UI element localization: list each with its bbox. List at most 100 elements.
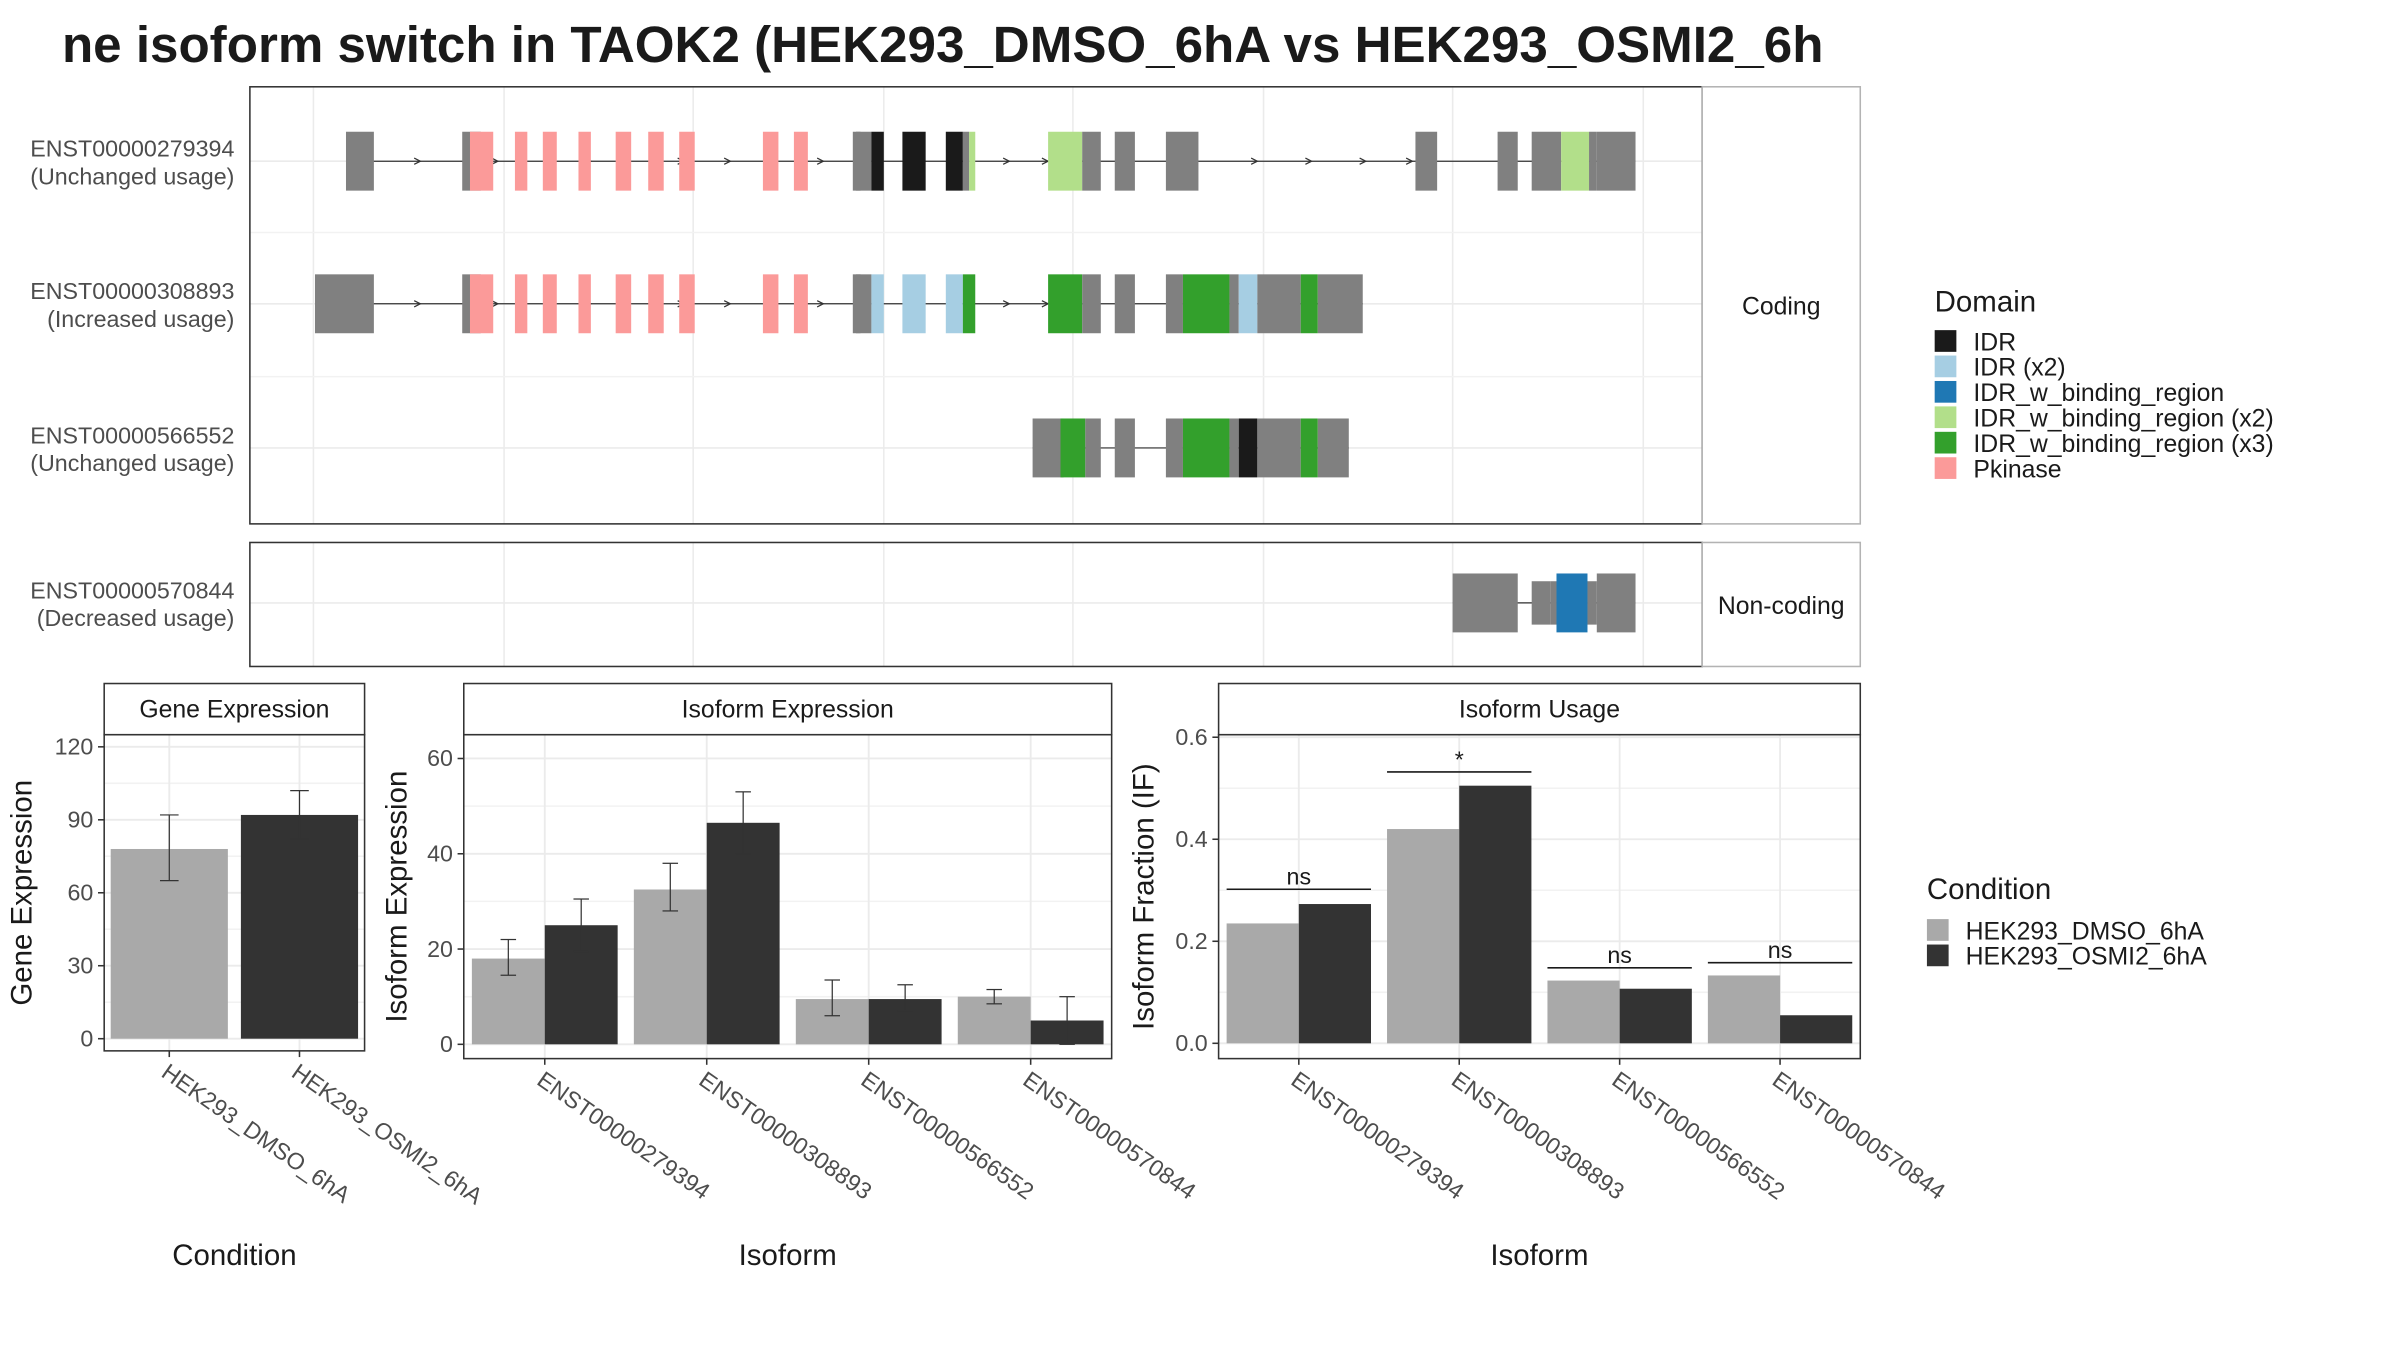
exon-dg: [1300, 274, 1318, 334]
exon-n: [1317, 274, 1363, 334]
y-tick-label: 0.4: [1175, 826, 1207, 852]
domain-legend-key: [1934, 380, 1957, 403]
domain-legend-label: IDR (x2): [1973, 355, 2065, 382]
condition-legend-label: HEK293_DMSO_6hA: [1966, 918, 2205, 945]
x-tick-label: ENST00000308893: [695, 1066, 877, 1204]
exon-pk: [542, 131, 557, 191]
y-tick-label: 20: [427, 936, 453, 962]
y-tick-label: 0: [440, 1031, 453, 1057]
exon-n: [855, 131, 872, 191]
significance-label: ns: [1607, 942, 1632, 968]
exon-pk: [615, 131, 632, 191]
y-tick-label: 0.0: [1175, 1030, 1207, 1056]
exon-lb: [1238, 274, 1258, 334]
bar-HEK293_OSMI2_6hA: [1619, 988, 1692, 1044]
exon-n: [1415, 131, 1438, 191]
exon-n: [1165, 274, 1183, 334]
y-tick-label: 0.6: [1175, 724, 1207, 750]
coding-strip: [1701, 86, 1862, 525]
transcript-usage-label: (Unchanged usage): [30, 450, 234, 476]
y-tick-label: 60: [427, 745, 453, 771]
y-axis-title: Gene Expression: [5, 780, 38, 1006]
bar-HEK293_OSMI2_6hA: [1459, 785, 1532, 1044]
y-tick-label: 90: [67, 807, 93, 833]
exon-lg: [1561, 131, 1590, 191]
x-axis-title: Condition: [172, 1239, 296, 1272]
exon-pk: [578, 131, 591, 191]
transcript-id-label: ENST00000570844: [30, 577, 234, 603]
exon-n: [1032, 418, 1064, 478]
chart-strip-title: Isoform Usage: [1459, 697, 1620, 724]
exon-dg: [1182, 274, 1230, 334]
bar-HEK293_OSMI2_6hA: [706, 822, 780, 1045]
intron-arrow: [1250, 157, 1259, 165]
chart-strip-title: Gene Expression: [139, 697, 329, 724]
domain-legend-label: IDR_w_binding_region (x3): [1973, 431, 2273, 458]
chart-strip: [1217, 682, 1862, 736]
transcript-usage-label: (Decreased usage): [37, 605, 235, 631]
bar-HEK293_DMSO_6hA: [1226, 923, 1299, 1044]
bar-HEK293_OSMI2_6hA: [1298, 904, 1371, 1044]
x-tick-label: ENST00000308893: [1447, 1066, 1629, 1204]
exon-idr: [902, 131, 926, 191]
intron-arrow: [723, 300, 732, 308]
exon-pk: [514, 274, 528, 334]
chart-strip: [103, 682, 366, 736]
domain-legend-key: [1934, 330, 1957, 352]
exon-pk: [514, 131, 528, 191]
exon-dg: [1060, 418, 1086, 478]
exon-lg: [969, 131, 976, 191]
exon-pk: [648, 131, 664, 191]
exon-pk: [762, 131, 779, 191]
exon-pk: [679, 274, 695, 334]
y-tick-label: 60: [67, 880, 93, 906]
exon-n: [1114, 418, 1135, 478]
transcript-usage-label: (Increased usage): [47, 306, 234, 332]
domain-legend-label: IDR: [1973, 329, 2016, 356]
exon-pk: [469, 131, 494, 191]
domain-legend-key: [1934, 457, 1957, 479]
bar-HEK293_DMSO_6hA: [1387, 829, 1460, 1044]
domain-legend-label: IDR_w_binding_region (x2): [1973, 406, 2273, 433]
intron-arrow: [413, 300, 422, 308]
x-tick-label: ENST00000279394: [533, 1066, 715, 1204]
exon-n: [1165, 131, 1199, 191]
intron-arrow: [723, 157, 732, 165]
domain-legend-key: [1934, 355, 1957, 378]
exon-pk: [542, 274, 557, 334]
x-tick-label: ENST00000566552: [857, 1066, 1039, 1204]
transcript-id-label: ENST00000279394: [30, 136, 234, 162]
exon-n: [1531, 581, 1551, 625]
y-axis-title: Isoform Fraction (IF): [1128, 763, 1161, 1030]
exon-n: [1596, 573, 1636, 633]
intron-arrow: [1002, 157, 1011, 165]
intron-arrow: [1002, 300, 1011, 308]
domain-legend-key: [1934, 431, 1957, 454]
exon-n: [1531, 131, 1562, 191]
exon-n: [1114, 274, 1135, 334]
y-axis-title: Isoform Expression: [380, 771, 413, 1023]
figure-title: ne isoform switch in TAOK2 (HEK293_DMSO_…: [62, 16, 1823, 73]
condition-legend-label: HEK293_OSMI2_6hA: [1966, 944, 2208, 971]
exon-n: [345, 131, 374, 191]
y-tick-label: 0.2: [1175, 928, 1207, 954]
intron-arrow: [413, 157, 422, 165]
exon-n: [1165, 418, 1183, 478]
intron-arrow: [491, 300, 500, 308]
bar-HEK293_DMSO_6hA: [1547, 980, 1620, 1044]
intron-arrow: [1359, 157, 1368, 165]
significance-label: ns: [1768, 937, 1793, 963]
condition-legend-title: Condition: [1927, 873, 2051, 906]
condition-legend-key: [1926, 919, 1949, 941]
intron-arrow: [491, 157, 500, 165]
condition-legend: Condition HEK293_DMSO_6hAHEK293_OSMI2_6h…: [1926, 873, 2208, 971]
exon-pk: [762, 274, 779, 334]
exon-pk: [679, 131, 695, 191]
exon-dg: [962, 274, 976, 334]
exon-pk: [469, 274, 494, 334]
domain-legend-key: [1934, 406, 1957, 429]
x-axis-title: Isoform: [739, 1239, 837, 1272]
y-tick-label: 40: [427, 841, 453, 867]
exon-n: [1085, 418, 1101, 478]
